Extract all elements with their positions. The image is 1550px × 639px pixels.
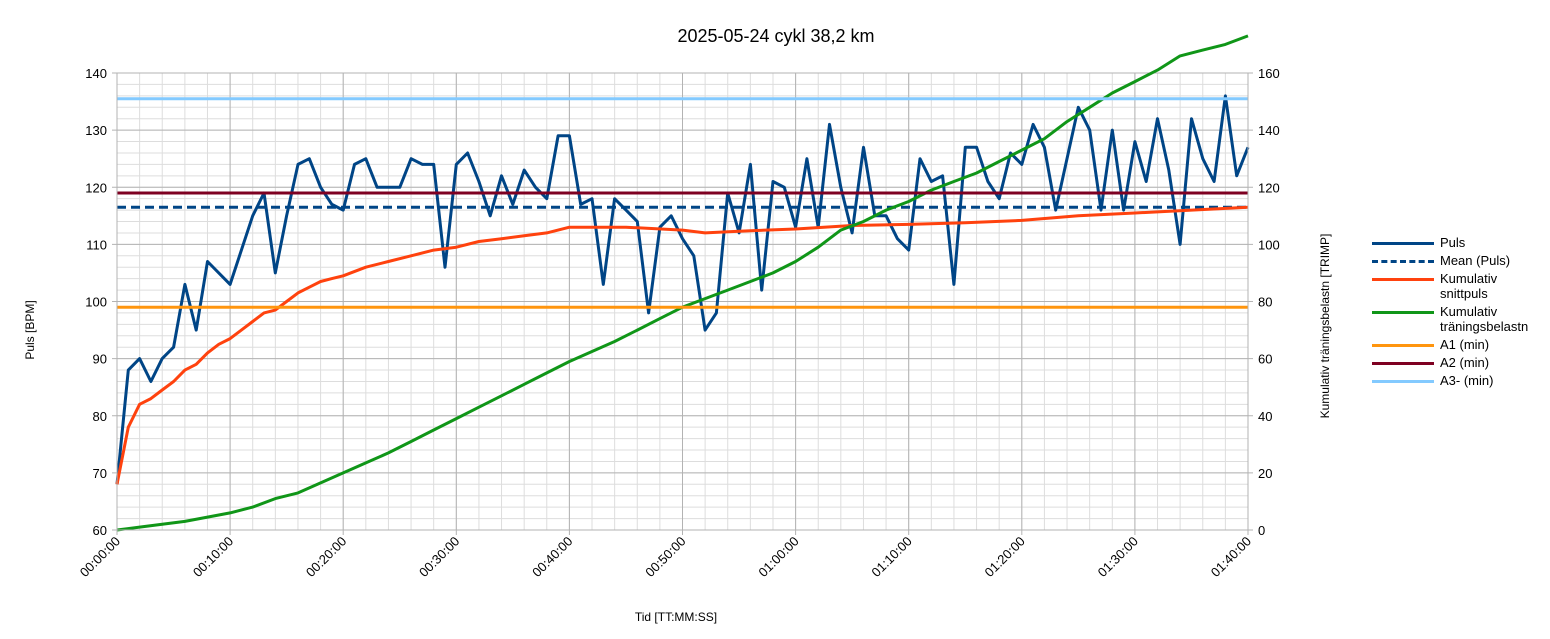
legend-item: Puls (1372, 235, 1548, 250)
legend-label: Kumulativ träningsbelastn (1440, 304, 1529, 334)
x-tick-label: 00:40:00 (529, 534, 575, 580)
y-tick-label: 120 (85, 180, 107, 195)
chart-title: 2025-05-24 cykl 38,2 km (677, 26, 874, 46)
legend-item: Kumulativ träningsbelastn (1372, 304, 1548, 334)
x-tick-label: 00:30:00 (416, 534, 462, 580)
legend-label: Mean (Puls) (1440, 253, 1511, 268)
x-tick-label: 01:10:00 (868, 534, 914, 580)
x-tick-label: 00:00:00 (77, 534, 123, 580)
y2-tick-label: 160 (1258, 66, 1280, 81)
legend: Puls Mean (Puls) Kumulativ snittpuls Kumula… (1372, 235, 1548, 391)
x-tick-label: 00:50:00 (642, 534, 688, 580)
series-line-kumulativ-snittpuls (115, 205, 1249, 485)
legend-item: Kumulativ snittpuls (1372, 271, 1548, 301)
legend-label: A2 (min) (1440, 355, 1490, 370)
legend-label: A3- (min) (1440, 373, 1494, 388)
x-tick-label: 01:00:00 (755, 534, 801, 580)
legend-swatch (1372, 344, 1434, 347)
legend-item: A1 (min) (1372, 337, 1548, 352)
y-tick-label: 140 (85, 66, 107, 81)
legend-swatch (1372, 380, 1434, 383)
legend-swatch (1372, 311, 1434, 314)
legend-swatch (1372, 278, 1434, 281)
y-tick-label: 100 (85, 295, 107, 310)
x-axis-label: Tid [TT:MM:SS] (635, 610, 717, 624)
grid (116, 72, 1249, 531)
legend-swatch (1372, 362, 1434, 365)
y2-tick-label: 20 (1258, 466, 1272, 481)
y2-tick-label: 120 (1258, 180, 1280, 195)
y-tick-label: 60 (93, 523, 107, 538)
y2-tick-label: 80 (1258, 295, 1272, 310)
legend-swatch (1372, 242, 1434, 245)
legend-label: A1 (min) (1440, 337, 1490, 352)
legend-item: A3- (min) (1372, 373, 1548, 388)
y-tick-label: 90 (93, 352, 107, 367)
x-tick-label: 00:10:00 (190, 534, 236, 580)
y2-tick-label: 140 (1258, 123, 1280, 138)
y-tick-label: 110 (86, 237, 107, 252)
y2-tick-label: 0 (1258, 523, 1265, 538)
legend-item: A2 (min) (1372, 355, 1548, 370)
x-tick-label: 01:20:00 (982, 534, 1028, 580)
y2-axis-label: Kumulativ träningsbelastn [TRIMP] (1318, 234, 1332, 419)
legend-item: Mean (Puls) (1372, 253, 1548, 268)
x-tick-label: 01:40:00 (1208, 534, 1254, 580)
legend-label: Puls (1440, 235, 1466, 250)
legend-swatch (1372, 260, 1434, 263)
y-tick-label: 80 (93, 409, 107, 424)
y-tick-label: 70 (93, 466, 107, 481)
y-tick-label: 130 (85, 123, 107, 138)
legend-label: Kumulativ snittpuls (1440, 271, 1498, 301)
y2-tick-label: 40 (1258, 409, 1272, 424)
x-tick-label: 01:30:00 (1095, 534, 1141, 580)
y2-tick-label: 100 (1258, 237, 1280, 252)
y2-tick-label: 60 (1258, 352, 1272, 367)
x-tick-label: 00:20:00 (303, 534, 349, 580)
y-axis-label: Puls [BPM] (23, 300, 37, 359)
data-lines (115, 34, 1250, 532)
